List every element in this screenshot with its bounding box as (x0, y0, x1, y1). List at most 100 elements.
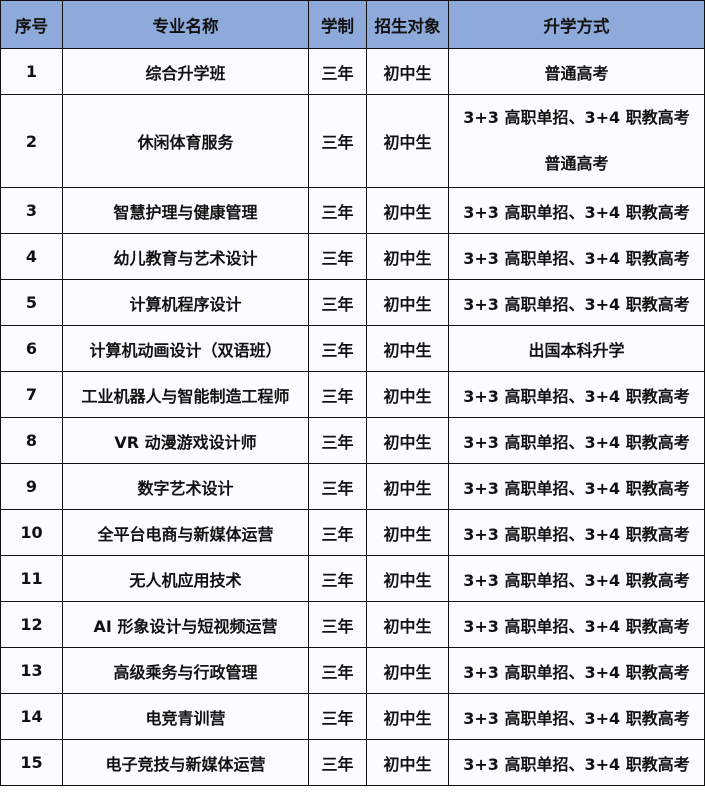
cell-target: 初中生 (366, 739, 449, 786)
cell-target: 初中生 (366, 693, 449, 740)
cell-target: 初中生 (366, 371, 449, 418)
cell-path: 3+3 高职单招、3+4 职教高考 (448, 233, 705, 280)
table-row: 10 全平台电商与新媒体运营 三年 初中生 3+3 高职单招、3+4 职教高考 (0, 509, 705, 556)
path-text: 3+3 高职单招、3+4 职教高考 (463, 708, 690, 728)
cell-target: 初中生 (366, 94, 449, 188)
cell-no: 11 (0, 555, 63, 602)
path-text: 3+3 高职单招、3+4 职教高考 (463, 754, 690, 774)
table-row: 8 VR 动漫游戏设计师 三年 初中生 3+3 高职单招、3+4 职教高考 (0, 417, 705, 464)
header-target: 招生对象 (366, 0, 449, 49)
table-row: 13 高级乘务与行政管理 三年 初中生 3+3 高职单招、3+4 职教高考 (0, 647, 705, 694)
cell-major-name: 数字艺术设计 (62, 463, 309, 510)
table-row: 5 计算机程序设计 三年 初中生 3+3 高职单招、3+4 职教高考 (0, 279, 705, 326)
table-row: 2 休闲体育服务 三年 初中生 3+3 高职单招、3+4 职教高考 普通高考 (0, 94, 705, 188)
header-row: 序号 专业名称 学制 招生对象 升学方式 (0, 0, 705, 49)
cell-years: 三年 (308, 48, 367, 95)
table-row: 11 无人机应用技术 三年 初中生 3+3 高职单招、3+4 职教高考 (0, 555, 705, 602)
path-text: 出国本科升学 (528, 340, 625, 360)
cell-no: 15 (0, 739, 63, 786)
cell-path: 3+3 高职单招、3+4 职教高考 (448, 187, 705, 234)
cell-no: 12 (0, 601, 63, 648)
cell-target: 初中生 (366, 187, 449, 234)
cell-path: 出国本科升学 (448, 325, 705, 372)
cell-no: 7 (0, 371, 63, 418)
cell-years: 三年 (308, 371, 367, 418)
cell-major-name: 高级乘务与行政管理 (62, 647, 309, 694)
cell-major-name: 计算机程序设计 (62, 279, 309, 326)
cell-path: 3+3 高职单招、3+4 职教高考 (448, 279, 705, 326)
path-text: 3+3 高职单招、3+4 职教高考 (463, 616, 690, 636)
header-path: 升学方式 (448, 0, 705, 49)
cell-years: 三年 (308, 555, 367, 602)
cell-no: 8 (0, 417, 63, 464)
table-row: 1 综合升学班 三年 初中生 普通高考 (0, 48, 705, 95)
cell-no: 14 (0, 693, 63, 740)
cell-years: 三年 (308, 94, 367, 188)
cell-years: 三年 (308, 509, 367, 556)
path-text: 3+3 高职单招、3+4 职教高考 (463, 294, 690, 314)
cell-no: 10 (0, 509, 63, 556)
cell-no: 3 (0, 187, 63, 234)
cell-target: 初中生 (366, 647, 449, 694)
cell-years: 三年 (308, 279, 367, 326)
table-row: 6 计算机动画设计（双语班） 三年 初中生 出国本科升学 (0, 325, 705, 372)
cell-major-name: 电竞青训营 (62, 693, 309, 740)
path-text: 3+3 高职单招、3+4 职教高考 (463, 524, 690, 544)
cell-target: 初中生 (366, 279, 449, 326)
table-row: 4 幼儿教育与艺术设计 三年 初中生 3+3 高职单招、3+4 职教高考 (0, 233, 705, 280)
cell-target: 初中生 (366, 48, 449, 95)
cell-years: 三年 (308, 693, 367, 740)
cell-target: 初中生 (366, 601, 449, 648)
path-text: 3+3 高职单招、3+4 职教高考 (463, 662, 690, 682)
cell-years: 三年 (308, 463, 367, 510)
path-text: 3+3 高职单招、3+4 职教高考 (463, 478, 690, 498)
cell-years: 三年 (308, 739, 367, 786)
cell-path: 3+3 高职单招、3+4 职教高考 (448, 647, 705, 694)
cell-target: 初中生 (366, 325, 449, 372)
cell-path: 3+3 高职单招、3+4 职教高考 普通高考 (448, 94, 705, 188)
table-row: 15 电子竞技与新媒体运营 三年 初中生 3+3 高职单招、3+4 职教高考 (0, 739, 705, 786)
cell-path: 3+3 高职单招、3+4 职教高考 (448, 463, 705, 510)
cell-target: 初中生 (366, 463, 449, 510)
cell-major-name: 休闲体育服务 (62, 94, 309, 188)
cell-major-name: 智慧护理与健康管理 (62, 187, 309, 234)
table-row: 3 智慧护理与健康管理 三年 初中生 3+3 高职单招、3+4 职教高考 (0, 187, 705, 234)
cell-path: 3+3 高职单招、3+4 职教高考 (448, 693, 705, 740)
cell-years: 三年 (308, 233, 367, 280)
path-text: 普通高考 (544, 63, 609, 83)
path-text: 3+3 高职单招、3+4 职教高考 (463, 248, 690, 268)
cell-no: 5 (0, 279, 63, 326)
cell-major-name: 计算机动画设计（双语班） (62, 325, 309, 372)
path-text: 3+3 高职单招、3+4 职教高考 (463, 432, 690, 452)
cell-major-name: 工业机器人与智能制造工程师 (62, 371, 309, 418)
cell-no: 4 (0, 233, 63, 280)
table-row: 14 电竞青训营 三年 初中生 3+3 高职单招、3+4 职教高考 (0, 693, 705, 740)
cell-major-name: VR 动漫游戏设计师 (62, 417, 309, 464)
path-text: 3+3 高职单招、3+4 职教高考 (463, 108, 690, 127)
cell-no: 9 (0, 463, 63, 510)
cell-years: 三年 (308, 601, 367, 648)
path-text: 3+3 高职单招、3+4 职教高考 (463, 386, 690, 406)
cell-no: 6 (0, 325, 63, 372)
cell-path: 3+3 高职单招、3+4 职教高考 (448, 555, 705, 602)
table-row: 7 工业机器人与智能制造工程师 三年 初中生 3+3 高职单招、3+4 职教高考 (0, 371, 705, 418)
cell-path: 普通高考 (448, 48, 705, 95)
header-major-name: 专业名称 (62, 0, 309, 49)
cell-no: 1 (0, 48, 63, 95)
cell-path: 3+3 高职单招、3+4 职教高考 (448, 739, 705, 786)
cell-major-name: 综合升学班 (62, 48, 309, 95)
cell-major-name: 幼儿教育与艺术设计 (62, 233, 309, 280)
header-years: 学制 (308, 0, 367, 49)
cell-major-name: 电子竞技与新媒体运营 (62, 739, 309, 786)
header-no: 序号 (0, 0, 63, 49)
cell-target: 初中生 (366, 509, 449, 556)
cell-years: 三年 (308, 325, 367, 372)
cell-target: 初中生 (366, 417, 449, 464)
cell-path: 3+3 高职单招、3+4 职教高考 (448, 601, 705, 648)
cell-target: 初中生 (366, 233, 449, 280)
cell-years: 三年 (308, 417, 367, 464)
cell-years: 三年 (308, 187, 367, 234)
cell-major-name: 全平台电商与新媒体运营 (62, 509, 309, 556)
table-row: 9 数字艺术设计 三年 初中生 3+3 高职单招、3+4 职教高考 (0, 463, 705, 510)
